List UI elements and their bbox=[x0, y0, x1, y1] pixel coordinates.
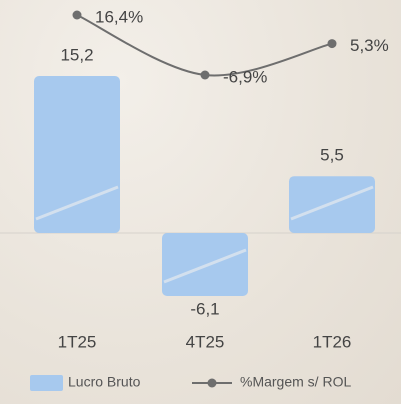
x-tick-label: 4T25 bbox=[186, 332, 225, 351]
bar-value-label: -6,1 bbox=[190, 299, 219, 318]
legend-label: Lucro Bruto bbox=[68, 374, 141, 390]
line-value-label: -6,9% bbox=[223, 67, 267, 86]
bar-value-label: 5,5 bbox=[320, 146, 344, 165]
bar bbox=[34, 76, 120, 233]
bar-value-label: 15,2 bbox=[60, 45, 93, 64]
line-marker bbox=[327, 39, 337, 49]
line-marker bbox=[72, 10, 82, 20]
line-value-label: 16,4% bbox=[95, 7, 143, 26]
bar-decoration bbox=[290, 185, 374, 221]
legend-swatch bbox=[30, 375, 63, 391]
legend-swatch bbox=[207, 378, 217, 388]
legend-label: %Margem s/ ROL bbox=[240, 374, 351, 390]
x-tick-label: 1T26 bbox=[313, 332, 352, 351]
x-tick-label: 1T25 bbox=[58, 332, 97, 351]
bar-decoration bbox=[163, 248, 247, 284]
line-marker bbox=[200, 70, 210, 80]
line-value-label: 5,3% bbox=[350, 36, 389, 55]
bar-decoration bbox=[35, 185, 119, 221]
